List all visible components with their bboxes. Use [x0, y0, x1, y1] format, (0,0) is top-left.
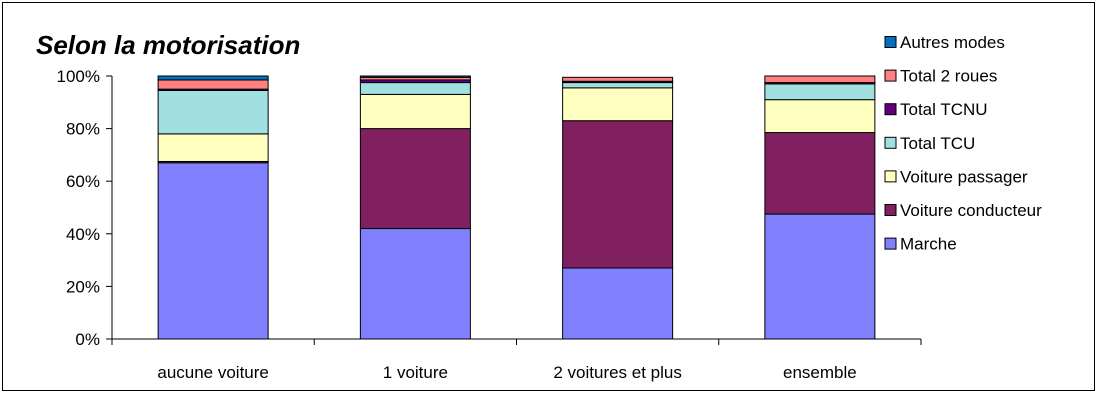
bar-segment — [562, 76, 674, 82]
bar-segment — [157, 75, 269, 81]
bar-segment — [359, 228, 471, 340]
bar-segment — [764, 213, 876, 340]
bar-segment — [764, 75, 876, 84]
legend-swatch — [884, 170, 897, 183]
bar-segment — [359, 75, 471, 78]
x-tick-label: 1 voiture — [383, 363, 448, 382]
bar-segment — [764, 99, 876, 134]
legend-label: Marche — [900, 235, 957, 254]
bar-segment — [157, 89, 269, 135]
x-tick-label: 2 voitures et plus — [553, 363, 682, 382]
bar-segment — [764, 83, 876, 101]
y-tick-label: 0% — [75, 330, 100, 349]
legend-swatch — [884, 103, 897, 116]
legend-label: Total TCNU — [900, 100, 988, 119]
legend-label: Autres modes — [900, 33, 1005, 52]
bar-segment — [359, 82, 471, 95]
legend-label: Voiture passager — [900, 167, 1028, 186]
legend-swatch — [884, 136, 897, 149]
chart-title: Selon la motorisation — [36, 30, 301, 60]
bar-segment — [359, 128, 471, 230]
y-tick-label: 100% — [57, 67, 100, 86]
plot-area: 0% 20% 40% 60% 80% 100% aucune voiture 1 voitur… — [57, 67, 922, 382]
legend-label: Total 2 roues — [900, 67, 997, 86]
x-tick-label: ensemble — [783, 363, 857, 382]
bar-segment — [562, 120, 674, 269]
x-tick-label: aucune voiture — [157, 363, 269, 382]
y-tick-label: 40% — [66, 225, 100, 244]
bar-segment — [359, 93, 471, 130]
legend: Autres modes Total 2 roues Total TCNU Total… — [884, 33, 1042, 254]
bar-segment — [764, 132, 876, 215]
y-tick-label: 20% — [66, 277, 100, 296]
bar-segment — [157, 162, 269, 340]
legend-label: Total TCU — [900, 134, 975, 153]
legend-swatch — [884, 69, 897, 82]
y-tick-label: 60% — [66, 172, 100, 191]
legend-swatch — [884, 237, 897, 250]
bar-segment — [562, 87, 674, 122]
legend-label: Voiture conducteur — [900, 201, 1042, 220]
legend-swatch — [884, 36, 897, 48]
bar-segment — [562, 267, 674, 340]
bar-segment — [157, 79, 269, 90]
bar-segment — [157, 133, 269, 162]
y-tick-label: 80% — [66, 120, 100, 139]
bar-segment — [562, 82, 674, 89]
legend-swatch — [884, 204, 897, 216]
